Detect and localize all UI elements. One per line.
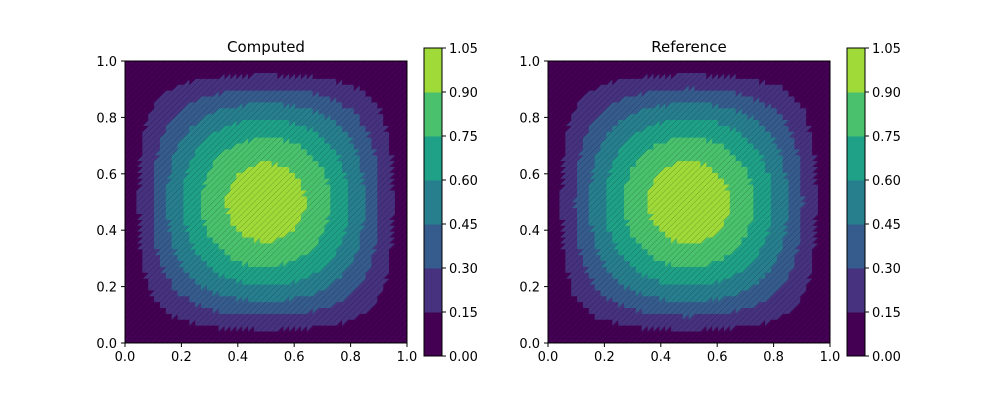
contour-cell (142, 61, 149, 68)
panel-computed: Computed 0.0 0.2 0.4 0.6 0.8 1.00.00.20.40.60… (96, 38, 478, 365)
contour-cell (148, 61, 155, 68)
contour-field (125, 61, 407, 343)
plot-title: Computed (227, 38, 305, 56)
contour-cell (125, 61, 132, 68)
contour-cell (136, 61, 144, 68)
contour-cell (130, 61, 138, 68)
